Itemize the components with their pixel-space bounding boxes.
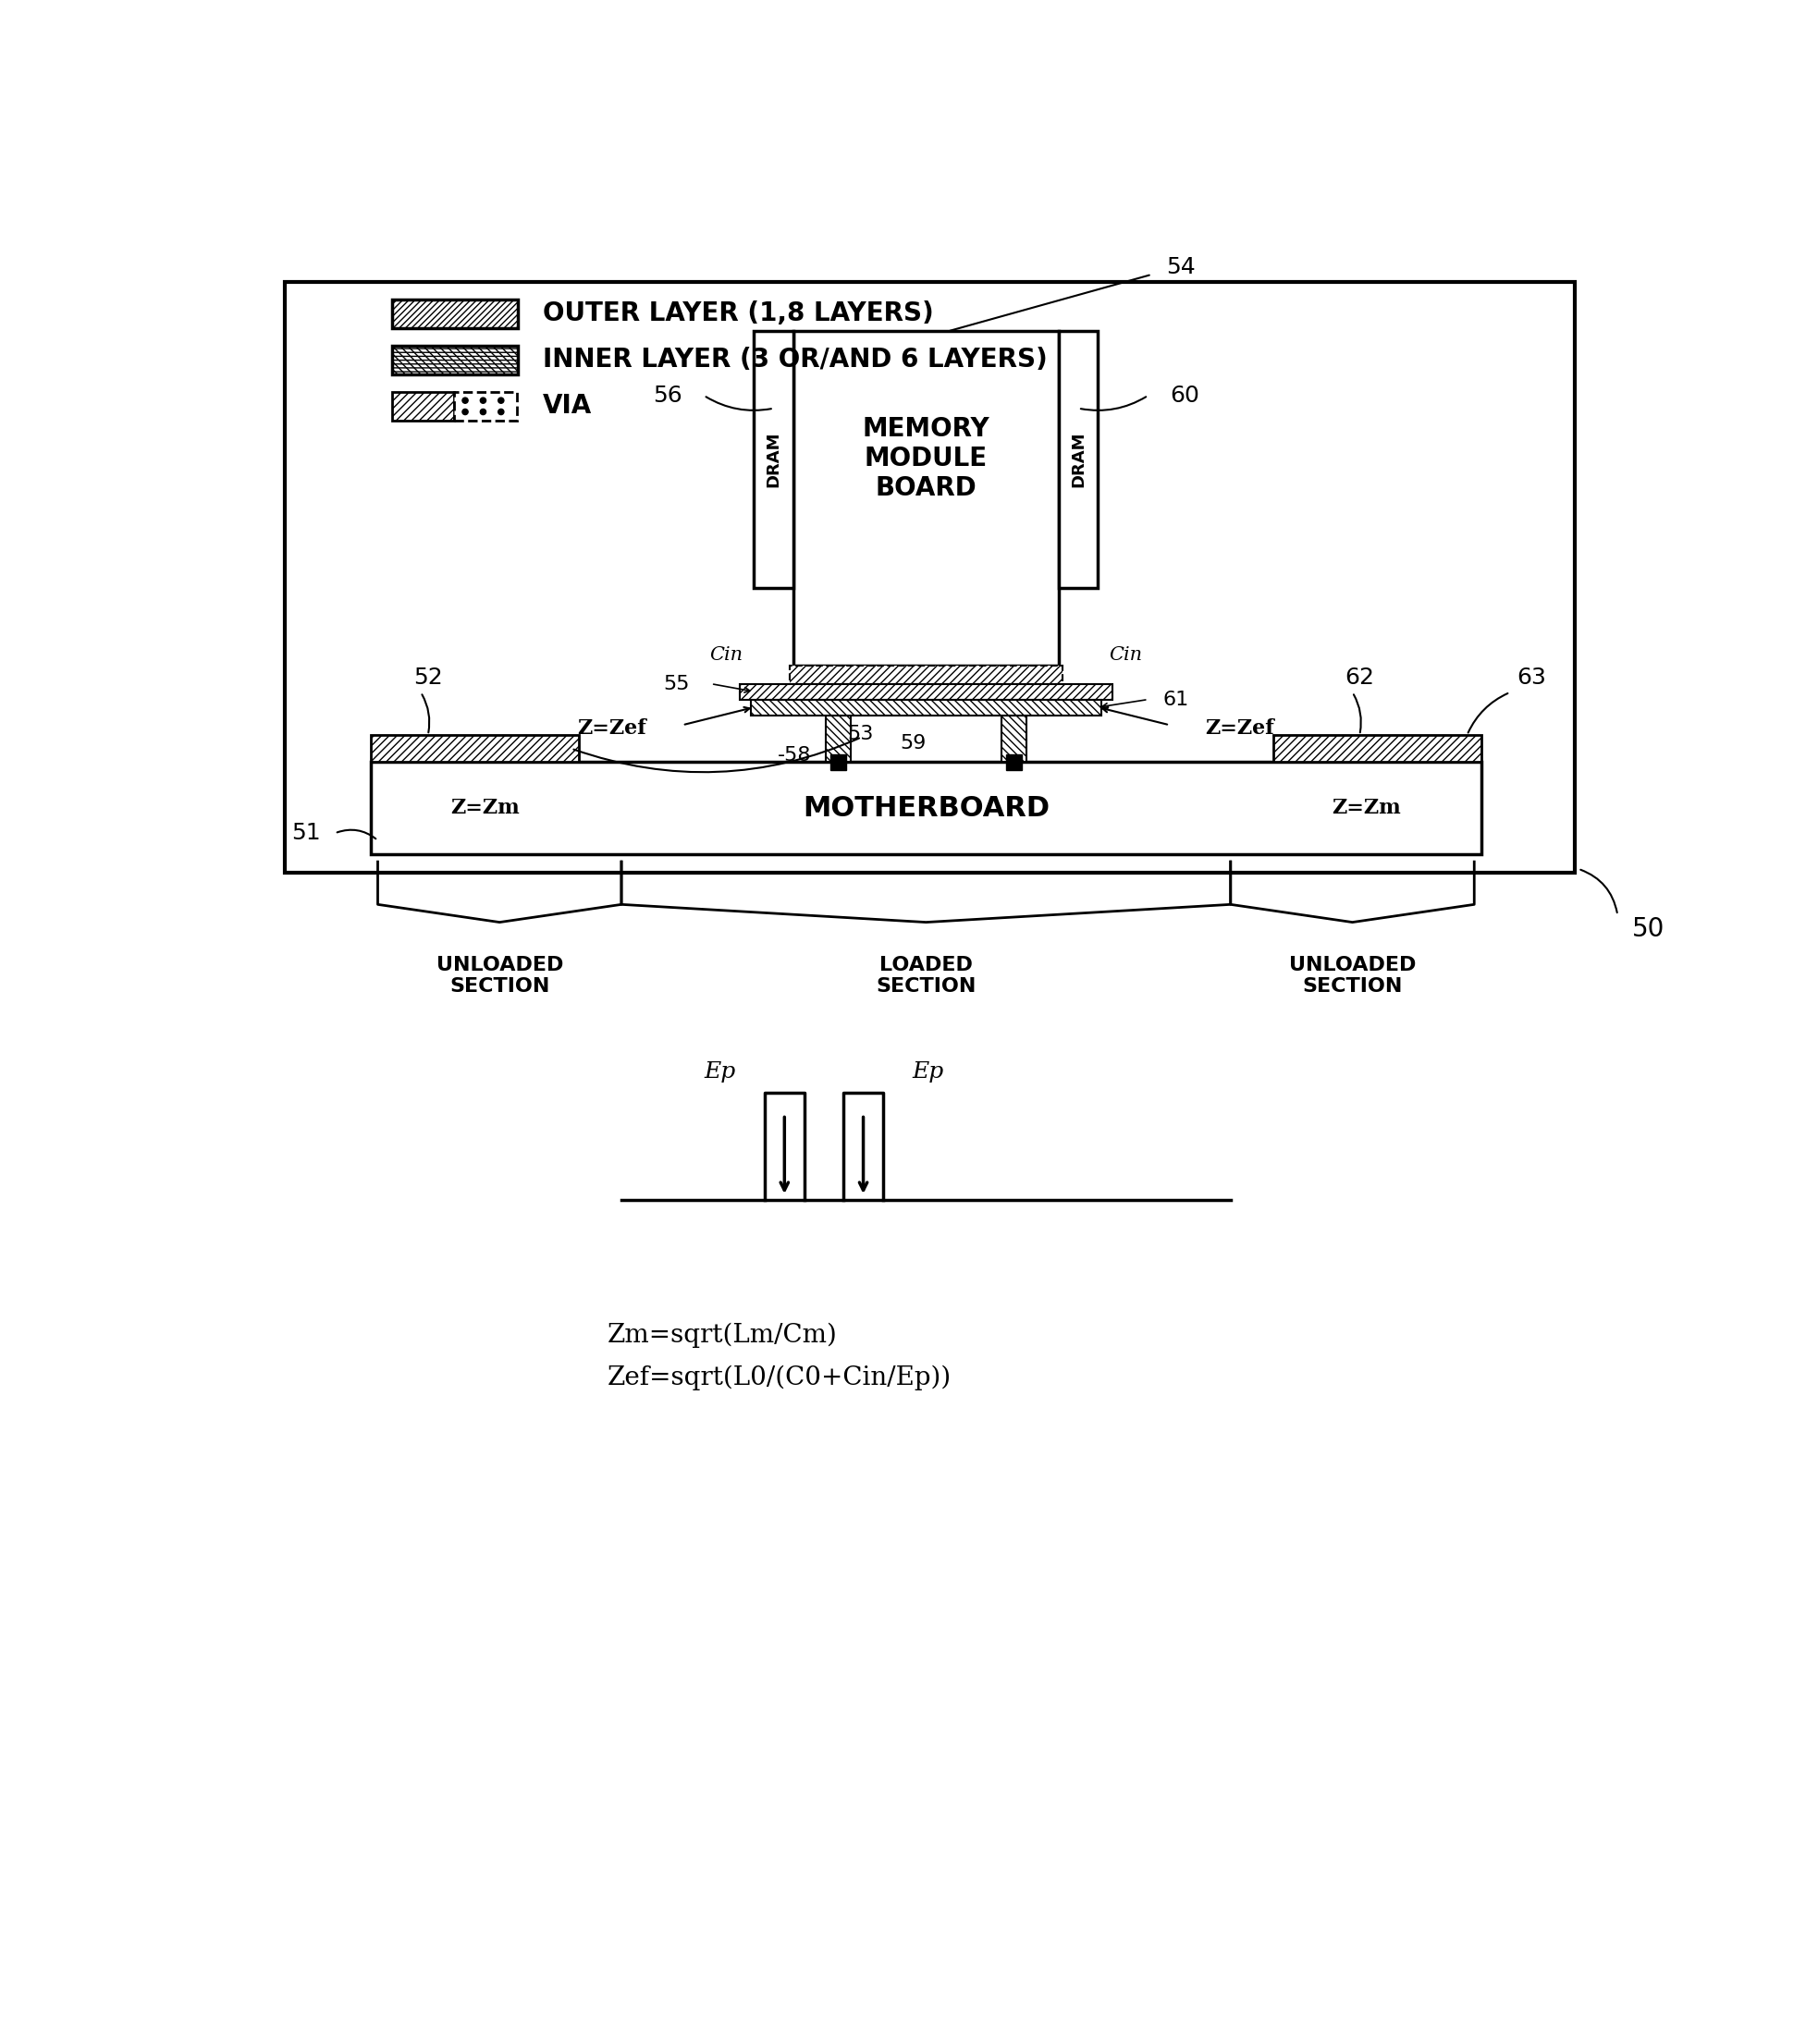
Bar: [1058, 331, 1098, 589]
Text: 53: 53: [847, 724, 873, 742]
Text: 60: 60: [1169, 384, 1200, 407]
Text: MOTHERBOARD: MOTHERBOARD: [802, 795, 1049, 822]
Text: UNLOADED
SECTION: UNLOADED SECTION: [1289, 957, 1416, 995]
Text: Z=Zm: Z=Zm: [451, 797, 520, 818]
Text: Z=Zm: Z=Zm: [1333, 797, 1402, 818]
Bar: [371, 762, 1482, 854]
Text: INNER LAYER (3 OR/AND 6 LAYERS): INNER LAYER (3 OR/AND 6 LAYERS): [542, 347, 1047, 372]
Text: Cin: Cin: [1109, 646, 1142, 664]
Bar: [371, 736, 578, 762]
Text: 51: 51: [291, 822, 320, 844]
Bar: [285, 282, 1574, 873]
Bar: [751, 699, 1102, 715]
Bar: [454, 392, 516, 421]
Bar: [393, 345, 518, 374]
Text: 62: 62: [1345, 666, 1374, 689]
Circle shape: [480, 399, 485, 403]
Circle shape: [498, 399, 504, 403]
Text: Z=Zef: Z=Zef: [1205, 717, 1274, 738]
Circle shape: [480, 409, 485, 415]
Text: 63: 63: [1518, 666, 1547, 689]
Text: Ep: Ep: [704, 1061, 736, 1083]
Bar: [789, 666, 1062, 685]
Text: UNLOADED
SECTION: UNLOADED SECTION: [436, 957, 564, 995]
Text: Ep: Ep: [911, 1061, 944, 1083]
Text: 61: 61: [1162, 691, 1189, 709]
Text: MEMORY
MODULE
BOARD: MEMORY MODULE BOARD: [862, 415, 989, 501]
Text: LOADED
SECTION: LOADED SECTION: [876, 957, 976, 995]
Text: 57: 57: [814, 685, 842, 703]
Bar: [1002, 715, 1027, 762]
Text: DRAM: DRAM: [765, 431, 782, 489]
Circle shape: [462, 399, 467, 403]
Text: Cin: Cin: [709, 646, 744, 664]
Text: Zef=sqrt(L0/(C0+Cin/Ep)): Zef=sqrt(L0/(C0+Cin/Ep)): [607, 1365, 951, 1390]
Text: 52: 52: [413, 666, 444, 689]
Text: 59: 59: [900, 734, 927, 752]
Text: -58: -58: [778, 746, 811, 764]
Text: 54: 54: [1165, 256, 1196, 278]
Bar: [793, 331, 1058, 666]
Text: DRAM: DRAM: [1071, 431, 1087, 489]
Bar: [740, 685, 1113, 699]
Bar: [393, 392, 454, 421]
Text: Zm=sqrt(Lm/Cm): Zm=sqrt(Lm/Cm): [607, 1322, 838, 1347]
Text: 50: 50: [1633, 916, 1665, 942]
Circle shape: [462, 409, 467, 415]
Text: 56: 56: [653, 384, 682, 407]
Text: OUTER LAYER (1,8 LAYERS): OUTER LAYER (1,8 LAYERS): [542, 300, 933, 327]
Circle shape: [498, 409, 504, 415]
Bar: [393, 298, 518, 327]
Text: Z=Zef: Z=Zef: [578, 717, 647, 738]
Bar: [1274, 736, 1482, 762]
Bar: [754, 331, 793, 589]
Bar: [1005, 754, 1022, 771]
Text: 55: 55: [664, 675, 689, 693]
Bar: [831, 754, 845, 771]
Text: VIA: VIA: [542, 392, 593, 419]
Bar: [825, 715, 851, 762]
Bar: [393, 345, 518, 374]
